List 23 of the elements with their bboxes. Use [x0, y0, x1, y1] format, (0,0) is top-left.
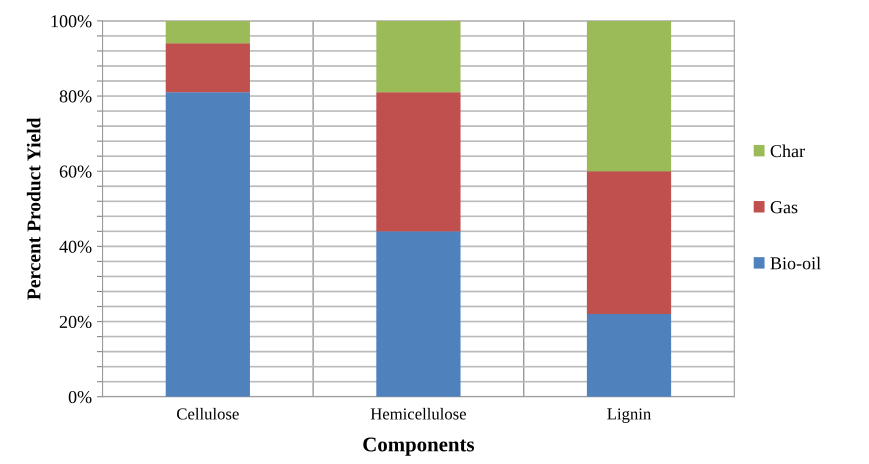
bar	[166, 43, 250, 92]
bar	[166, 92, 250, 397]
x-axis-title: Components	[363, 437, 474, 456]
bar	[376, 20, 461, 92]
legend-label: Char	[770, 144, 805, 158]
bar	[166, 20, 250, 44]
y-tick-label: 0%	[68, 390, 92, 404]
y-tick-label: 60%	[60, 165, 92, 178]
x-tick-label: Lignin	[607, 408, 651, 423]
y-tick-label: 80%	[60, 90, 92, 103]
y-tick-label: 40%	[59, 240, 92, 253]
bar	[586, 20, 672, 172]
y-tick-label: 100%	[52, 15, 92, 28]
x-tick-label: Cellulose	[177, 408, 239, 420]
legend-label: Gas	[770, 201, 798, 214]
y-axis-title: Percent Product Yield	[26, 118, 41, 300]
bar	[586, 171, 672, 314]
x-tick-label: Hemicellulose	[370, 408, 466, 420]
bar	[586, 314, 672, 397]
bar	[376, 231, 461, 397]
bar	[376, 92, 461, 232]
legend-label: Bio-oil	[770, 256, 821, 270]
y-tick-label: 20%	[60, 316, 92, 328]
